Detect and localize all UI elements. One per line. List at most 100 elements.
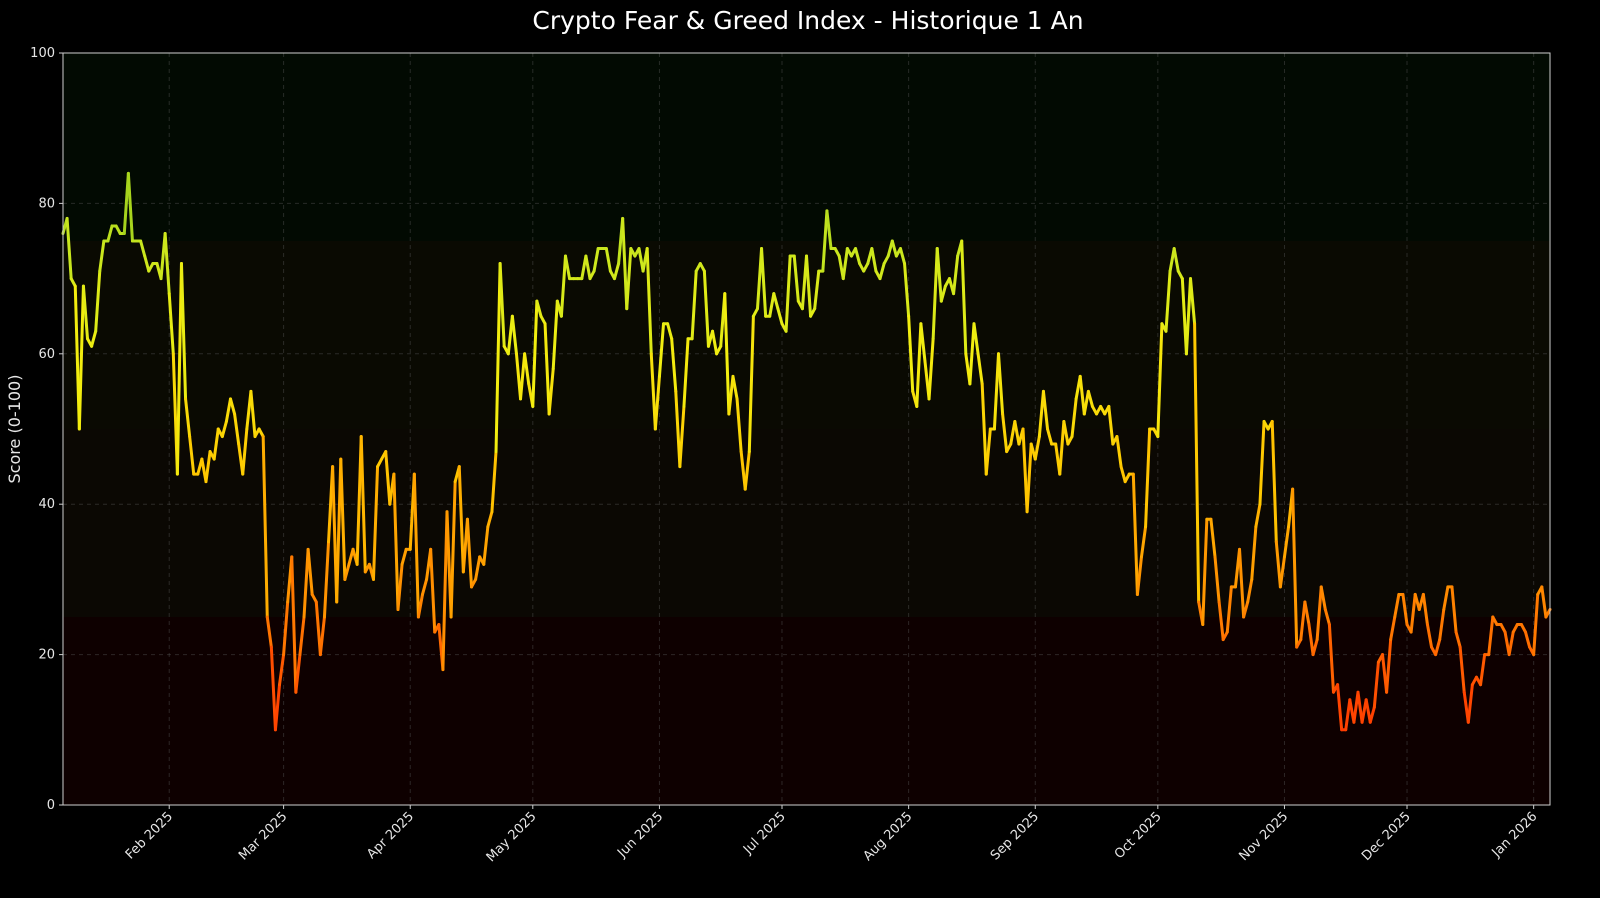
line-segment bbox=[1242, 600, 1250, 619]
line-segment bbox=[416, 592, 424, 619]
line-segment bbox=[265, 615, 273, 649]
line-segment bbox=[392, 472, 400, 611]
line-segment bbox=[175, 262, 183, 476]
line-segment bbox=[261, 435, 269, 619]
line-segment bbox=[531, 299, 539, 408]
line-segment bbox=[457, 465, 465, 574]
line-segment bbox=[298, 615, 306, 657]
y-tick-label: 60 bbox=[38, 347, 55, 362]
line-segment bbox=[670, 337, 678, 393]
line-segment bbox=[621, 216, 629, 311]
line-segment bbox=[106, 224, 114, 243]
line-segment bbox=[1438, 607, 1446, 642]
line-segment bbox=[682, 337, 690, 408]
line-segment bbox=[1193, 322, 1201, 604]
chart-title: Crypto Fear & Greed Index - Historique 1… bbox=[532, 6, 1083, 35]
line-segment bbox=[204, 450, 212, 484]
line-segment bbox=[1144, 427, 1152, 529]
line-segment bbox=[163, 231, 171, 296]
line-segment bbox=[674, 389, 682, 469]
line-segment bbox=[907, 314, 915, 393]
line-segment bbox=[1078, 374, 1086, 416]
line-segment bbox=[1425, 623, 1434, 649]
line-segment bbox=[498, 262, 506, 348]
line-segment bbox=[1303, 600, 1311, 627]
line-segment bbox=[1393, 592, 1401, 619]
line-segment bbox=[1401, 592, 1409, 627]
y-axis-ticks: 0 20 40 60 80 100 bbox=[30, 46, 63, 813]
line-segment bbox=[343, 562, 351, 581]
line-segment bbox=[551, 299, 559, 371]
line-segment bbox=[1270, 419, 1278, 544]
line-segment bbox=[1450, 585, 1458, 634]
zone-band bbox=[63, 617, 1550, 805]
line-segment bbox=[77, 284, 85, 431]
line-segment bbox=[1184, 277, 1193, 356]
line-segment bbox=[612, 262, 621, 281]
line-segment bbox=[224, 397, 232, 423]
line-segment bbox=[890, 239, 898, 258]
line-segment bbox=[1213, 555, 1221, 604]
line-segment bbox=[1372, 660, 1380, 709]
line-segment bbox=[1086, 389, 1094, 408]
line-segment bbox=[992, 352, 1001, 431]
line-segment bbox=[167, 292, 175, 356]
line-segment bbox=[1033, 435, 1041, 461]
line-segment bbox=[359, 435, 367, 574]
line-segment bbox=[976, 352, 984, 386]
line-segment bbox=[678, 404, 686, 469]
line-segment bbox=[559, 254, 567, 318]
line-segment bbox=[805, 254, 813, 318]
line-segment bbox=[1041, 389, 1050, 431]
line-segment bbox=[1368, 705, 1376, 724]
line-segment bbox=[396, 562, 404, 611]
line-segment bbox=[429, 547, 437, 634]
line-segment bbox=[792, 254, 800, 303]
line-segment bbox=[980, 382, 988, 476]
line-segment bbox=[1046, 427, 1054, 446]
y-tick-label: 80 bbox=[38, 196, 55, 211]
line-segment bbox=[1172, 247, 1180, 273]
line-segment bbox=[90, 329, 98, 348]
line-segment bbox=[384, 450, 392, 506]
line-segment bbox=[547, 367, 555, 416]
line-segment bbox=[878, 262, 886, 281]
sentiment-zones bbox=[63, 53, 1550, 805]
line-segment bbox=[903, 262, 911, 318]
line-segment bbox=[1070, 397, 1078, 439]
line-segment bbox=[952, 254, 960, 296]
line-segment bbox=[1442, 585, 1450, 611]
line-segment bbox=[666, 322, 674, 341]
line-segment bbox=[1291, 487, 1299, 649]
line-segment bbox=[657, 322, 666, 378]
y-tick-label: 20 bbox=[38, 648, 55, 663]
line-segment bbox=[1164, 269, 1172, 333]
line-segment bbox=[1532, 592, 1540, 657]
line-segment bbox=[228, 397, 237, 416]
line-segment bbox=[278, 653, 286, 687]
line-segment bbox=[1409, 592, 1417, 634]
line-segment bbox=[997, 352, 1005, 416]
line-segment bbox=[645, 247, 653, 356]
line-segment bbox=[825, 209, 833, 251]
y-tick-label: 100 bbox=[30, 46, 55, 61]
line-segment bbox=[179, 262, 188, 401]
line-segment bbox=[870, 247, 878, 273]
line-segment bbox=[1131, 472, 1139, 596]
grid-lines bbox=[63, 52, 1550, 806]
line-segment bbox=[1189, 277, 1197, 326]
line-segment bbox=[898, 247, 907, 266]
line-segment bbox=[126, 171, 134, 243]
line-segment bbox=[1336, 683, 1344, 732]
line-segment bbox=[486, 510, 494, 529]
zone-band bbox=[63, 53, 1550, 241]
line-segment bbox=[212, 427, 220, 461]
line-segment bbox=[510, 314, 518, 356]
line-segment bbox=[241, 427, 249, 476]
line-segment bbox=[931, 247, 939, 341]
line-segment bbox=[972, 322, 980, 356]
line-segment bbox=[731, 374, 739, 401]
line-segment bbox=[184, 397, 192, 439]
line-segment bbox=[1389, 615, 1397, 642]
line-segment bbox=[984, 427, 992, 476]
